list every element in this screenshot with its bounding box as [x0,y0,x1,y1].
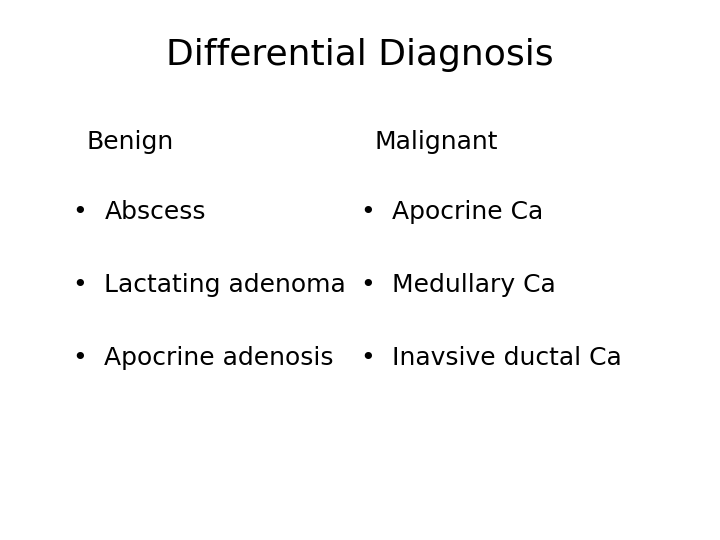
Text: •: • [360,200,374,224]
Text: Apocrine adenosis: Apocrine adenosis [104,346,334,369]
Text: Inavsive ductal Ca: Inavsive ductal Ca [392,346,622,369]
Text: Differential Diagnosis: Differential Diagnosis [166,38,554,72]
Text: •: • [72,200,86,224]
Text: •: • [72,273,86,296]
Text: Benign: Benign [86,130,174,153]
Text: •: • [360,346,374,369]
Text: •: • [72,346,86,369]
Text: Apocrine Ca: Apocrine Ca [392,200,544,224]
Text: Malignant: Malignant [374,130,498,153]
Text: •: • [360,273,374,296]
Text: Medullary Ca: Medullary Ca [392,273,556,296]
Text: Lactating adenoma: Lactating adenoma [104,273,346,296]
Text: Abscess: Abscess [104,200,206,224]
